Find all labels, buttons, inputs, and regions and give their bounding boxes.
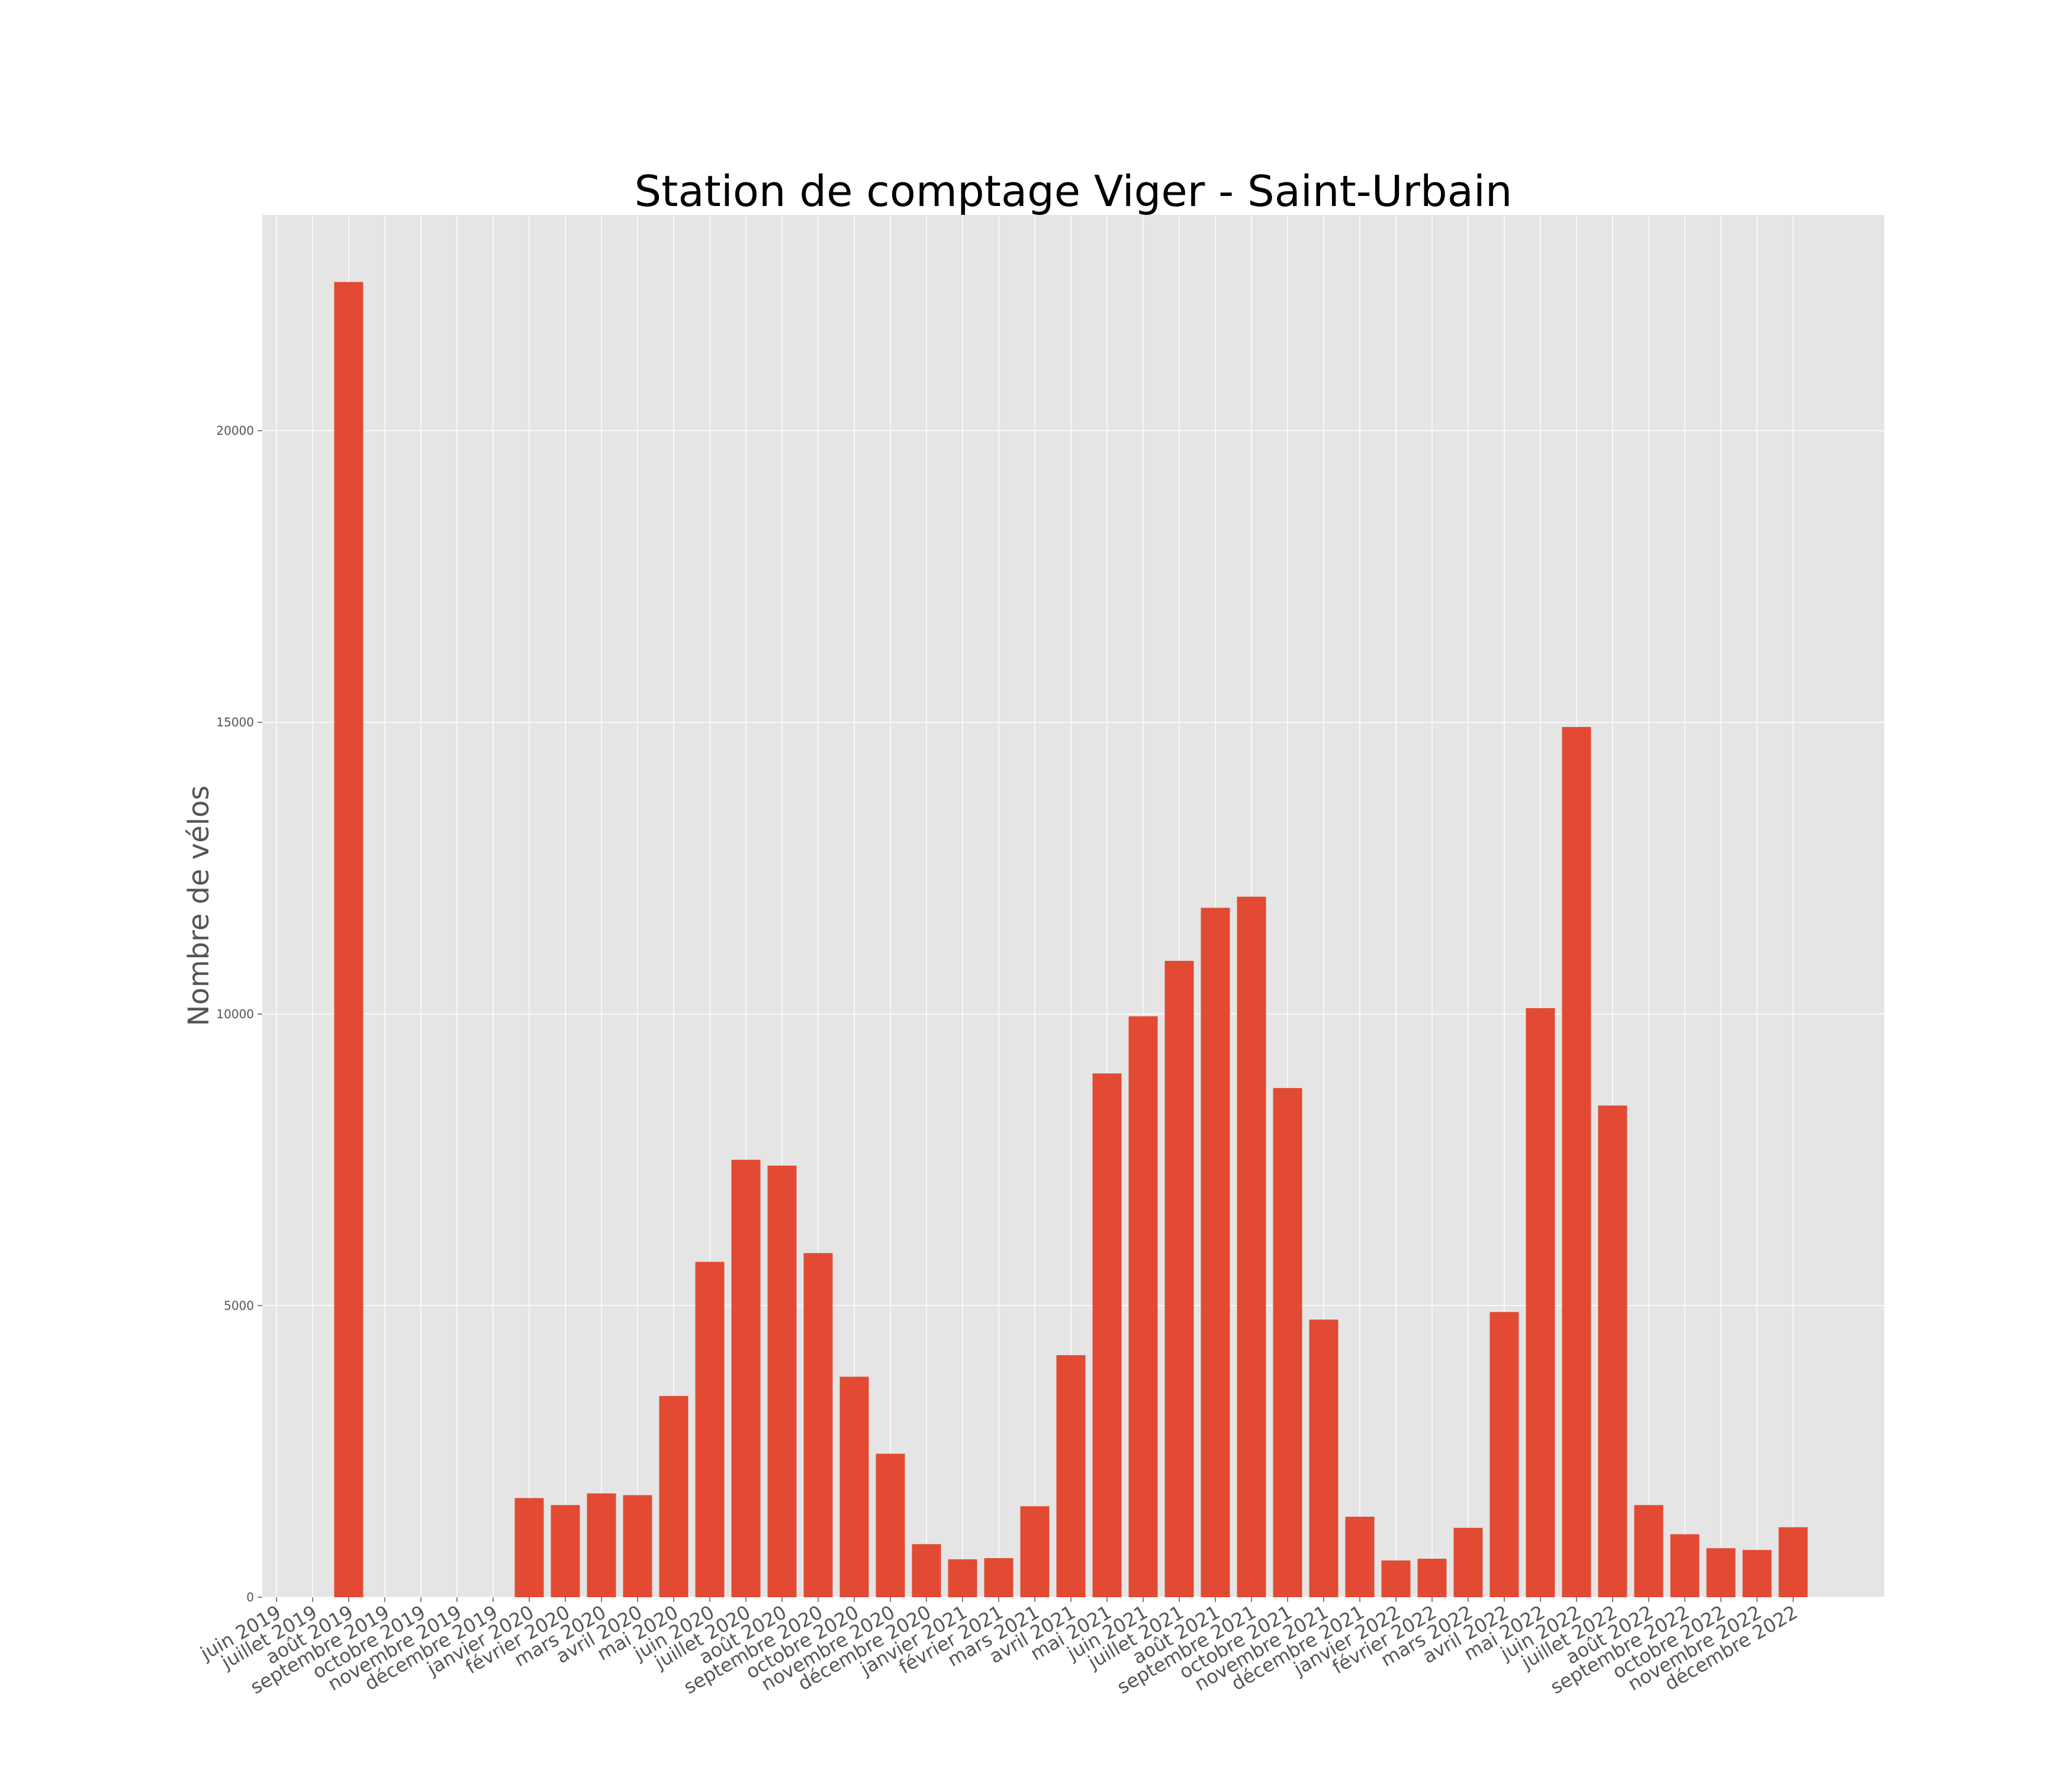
bar — [1201, 908, 1230, 1597]
y-tick-label: 10000 — [216, 1007, 254, 1021]
bar — [1164, 961, 1194, 1597]
bar — [1128, 1016, 1158, 1597]
bar — [1381, 1560, 1411, 1597]
bar — [1562, 727, 1591, 1597]
y-axis-label: Nombre de vélos — [182, 786, 215, 1027]
y-tick-label: 20000 — [216, 424, 254, 438]
bar — [839, 1376, 869, 1597]
bar — [1309, 1320, 1339, 1597]
bar — [767, 1165, 797, 1597]
bar — [1417, 1558, 1447, 1597]
bar — [1778, 1527, 1808, 1597]
bar — [695, 1262, 725, 1597]
bar — [948, 1559, 977, 1597]
bar — [803, 1253, 833, 1597]
bar — [659, 1396, 688, 1597]
bar — [1598, 1105, 1627, 1597]
chart-title: Station de comptage Viger - Saint-Urbain — [635, 166, 1513, 216]
bar — [1742, 1550, 1772, 1597]
bar — [623, 1495, 652, 1597]
bar — [876, 1453, 905, 1597]
bar — [1526, 1008, 1555, 1597]
y-tick-label: 0 — [246, 1590, 254, 1604]
bar — [587, 1493, 616, 1597]
bar — [1706, 1548, 1736, 1597]
bar — [731, 1160, 761, 1597]
bar — [551, 1505, 580, 1597]
bar — [1345, 1517, 1375, 1597]
bar — [1056, 1355, 1086, 1597]
y-tick-label: 15000 — [216, 715, 254, 729]
y-tick-label: 5000 — [224, 1298, 254, 1312]
bar — [334, 282, 363, 1597]
bar — [912, 1544, 941, 1597]
bar — [1237, 896, 1266, 1597]
bar — [514, 1498, 544, 1597]
bar — [1453, 1527, 1483, 1597]
bar — [1489, 1312, 1519, 1597]
bar — [1273, 1088, 1302, 1597]
bar — [1670, 1534, 1700, 1597]
bars-group — [334, 282, 1808, 1597]
bar — [1634, 1505, 1664, 1597]
bar — [984, 1558, 1014, 1597]
bar — [1020, 1506, 1050, 1597]
bar — [1092, 1073, 1122, 1597]
y-axis-ticks: 0 5000 10000 15000 20000 — [216, 424, 262, 1604]
